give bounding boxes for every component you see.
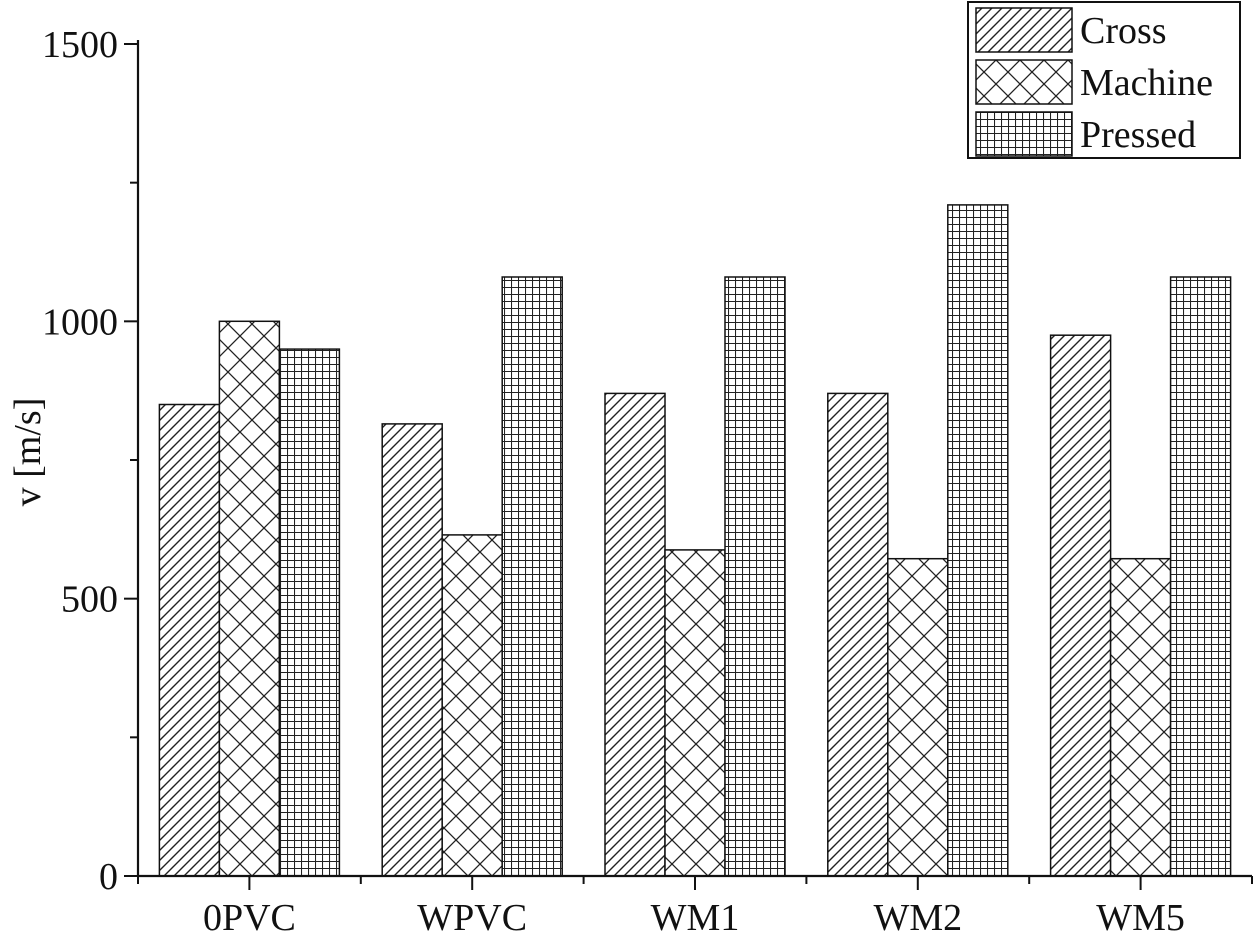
y-tick-label: 500 xyxy=(61,579,118,621)
bar-cross-wpvc xyxy=(381,423,443,877)
y-tick-label: 1500 xyxy=(42,24,118,66)
legend-label-cross: Cross xyxy=(1080,10,1167,52)
legend-swatch-machine xyxy=(975,59,1073,105)
legend-label-pressed: Pressed xyxy=(1080,114,1196,156)
bar-cross-wm5 xyxy=(1049,334,1112,877)
x-tick-label: WM2 xyxy=(873,897,962,938)
bar-pressed-0pvc xyxy=(278,348,341,877)
x-tick-label: WM1 xyxy=(651,897,740,938)
bar-cross-wm1 xyxy=(604,392,666,877)
bar-cross-0pvc xyxy=(158,403,221,877)
axes-layer: 0 500 1000 1500 0PVC WPVC WM1 WM2 WM5 xyxy=(42,24,1253,938)
y-tick-label: 1000 xyxy=(42,301,118,343)
bar-pressed-wpvc xyxy=(501,276,563,877)
bar-machine-wpvc xyxy=(441,534,503,877)
bar-machine-wm1 xyxy=(664,549,726,877)
bar-machine-wm5 xyxy=(1109,557,1172,877)
legend-swatch-cross xyxy=(975,7,1073,53)
y-axis-title: v [m/s] xyxy=(7,398,49,507)
x-tick-label: WM5 xyxy=(1096,897,1185,938)
legend-label-machine: Machine xyxy=(1080,62,1213,104)
x-tick-label: WPVC xyxy=(417,897,527,938)
bars-layer xyxy=(158,204,1232,877)
y-tick-label: 0 xyxy=(99,856,118,898)
legend: Cross Machine Pressed xyxy=(967,1,1241,159)
x-tick-label: 0PVC xyxy=(203,897,296,938)
bar-cross-wm2 xyxy=(827,392,889,877)
bar-machine-wm2 xyxy=(887,557,949,877)
bar-pressed-wm2 xyxy=(947,204,1009,877)
bar-pressed-wm1 xyxy=(724,276,786,877)
bar-pressed-wm5 xyxy=(1169,276,1232,877)
bar-machine-0pvc xyxy=(218,320,281,877)
legend-swatch-pressed xyxy=(975,111,1073,157)
